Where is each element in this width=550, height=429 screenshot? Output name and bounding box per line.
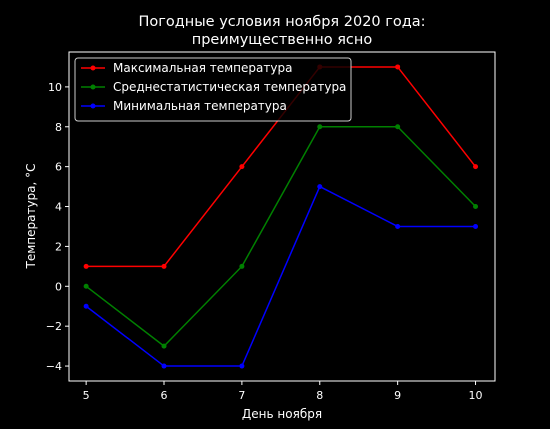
legend-marker [90, 103, 96, 109]
data-point [395, 124, 401, 130]
data-point [473, 223, 479, 229]
plot-frame [68, 51, 496, 382]
legend-entry: Среднестатистическая температура [113, 80, 346, 94]
data-point [161, 263, 167, 269]
data-point [317, 124, 323, 130]
data-point [473, 204, 479, 210]
data-point [395, 64, 401, 70]
data-point [239, 363, 245, 369]
y-tick-label: 2 [55, 240, 62, 253]
legend-entry: Максимальная температура [113, 61, 292, 75]
x-tick-label: 10 [469, 389, 483, 402]
y-tick-label: −4 [46, 360, 62, 373]
chart-title: Погодные условия ноября 2020 года: [138, 14, 425, 30]
y-tick-label: 10 [48, 81, 62, 94]
x-tick-label: 5 [83, 389, 90, 402]
chart-subtitle: преимущественно ясно [192, 32, 373, 48]
y-tick-label: 4 [55, 201, 62, 214]
data-point [83, 303, 89, 309]
x-tick-label: 7 [238, 389, 245, 402]
x-tick-label: 6 [161, 389, 168, 402]
x-tick-label: 9 [394, 389, 401, 402]
data-point [83, 283, 89, 289]
data-point [473, 164, 479, 170]
y-tick-label: 8 [55, 121, 62, 134]
data-point [395, 223, 401, 229]
legend-box [74, 57, 352, 122]
x-tick-label: 8 [316, 389, 323, 402]
data-point [239, 263, 245, 269]
data-point [161, 363, 167, 369]
data-point [317, 184, 323, 190]
axis-ticks: 5 6 7 8 9 10 −4 −2 0 2 4 6 8 10 [46, 81, 483, 402]
legend-entry: Минимальная температура [113, 99, 287, 113]
y-tick-label: 0 [55, 280, 62, 293]
legend-marker [90, 84, 96, 90]
y-axis-label: Температура, °C [24, 163, 38, 269]
data-point [83, 263, 89, 269]
data-point [161, 343, 167, 349]
y-tick-label: −2 [46, 320, 62, 333]
legend: Максимальная температура Среднестатистиче… [74, 57, 352, 122]
y-tick-label: 6 [55, 161, 62, 174]
series-line-2 [85, 185, 476, 367]
data-point [239, 164, 245, 170]
x-axis-label: День ноября [242, 407, 322, 421]
series-line-1 [85, 126, 477, 348]
legend-marker [90, 65, 96, 71]
